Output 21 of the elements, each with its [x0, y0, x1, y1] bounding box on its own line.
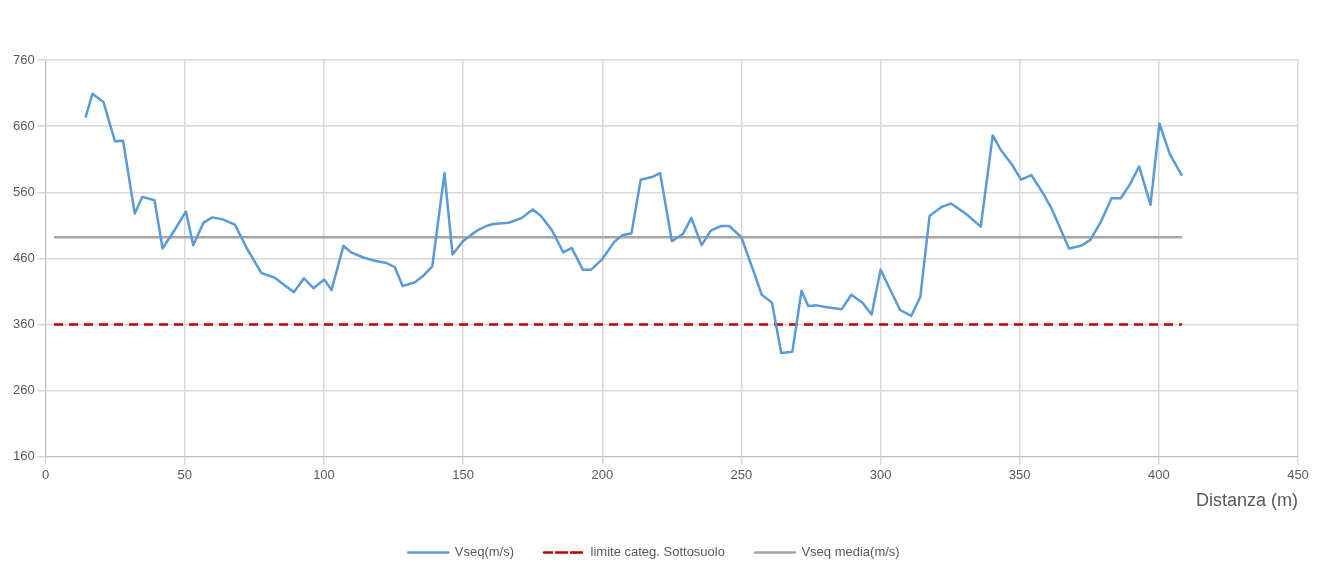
x-tick-label: 100 — [313, 467, 335, 483]
legend-label: Vseq media(m/s) — [801, 544, 900, 560]
y-tick-label: 160 — [12, 448, 35, 464]
x-tick-label: 50 — [177, 467, 193, 483]
y-tick-label: 760 — [12, 51, 35, 67]
x-tick-label: 0 — [42, 467, 50, 483]
x-tick-label: 350 — [1008, 467, 1031, 483]
x-tick-label: 300 — [869, 467, 892, 483]
y-tick-label: 460 — [12, 249, 35, 265]
legend-label: limite categ. Sottosuolo — [590, 544, 725, 560]
y-tick-label: 360 — [12, 316, 35, 332]
legend-label: Vseq(m/s) — [454, 544, 515, 560]
y-tick-label: 660 — [12, 117, 35, 133]
y-tick-label: 560 — [12, 183, 35, 199]
x-tick-label: 200 — [591, 467, 614, 483]
x-tick-label: 250 — [730, 467, 753, 483]
y-tick-label: 260 — [12, 382, 35, 398]
x-tick-label: 400 — [1148, 467, 1170, 483]
x-tick-label: 150 — [452, 467, 474, 483]
x-axis-title: Distanza (m) — [1195, 490, 1298, 511]
x-tick-label: 450 — [1287, 467, 1309, 483]
